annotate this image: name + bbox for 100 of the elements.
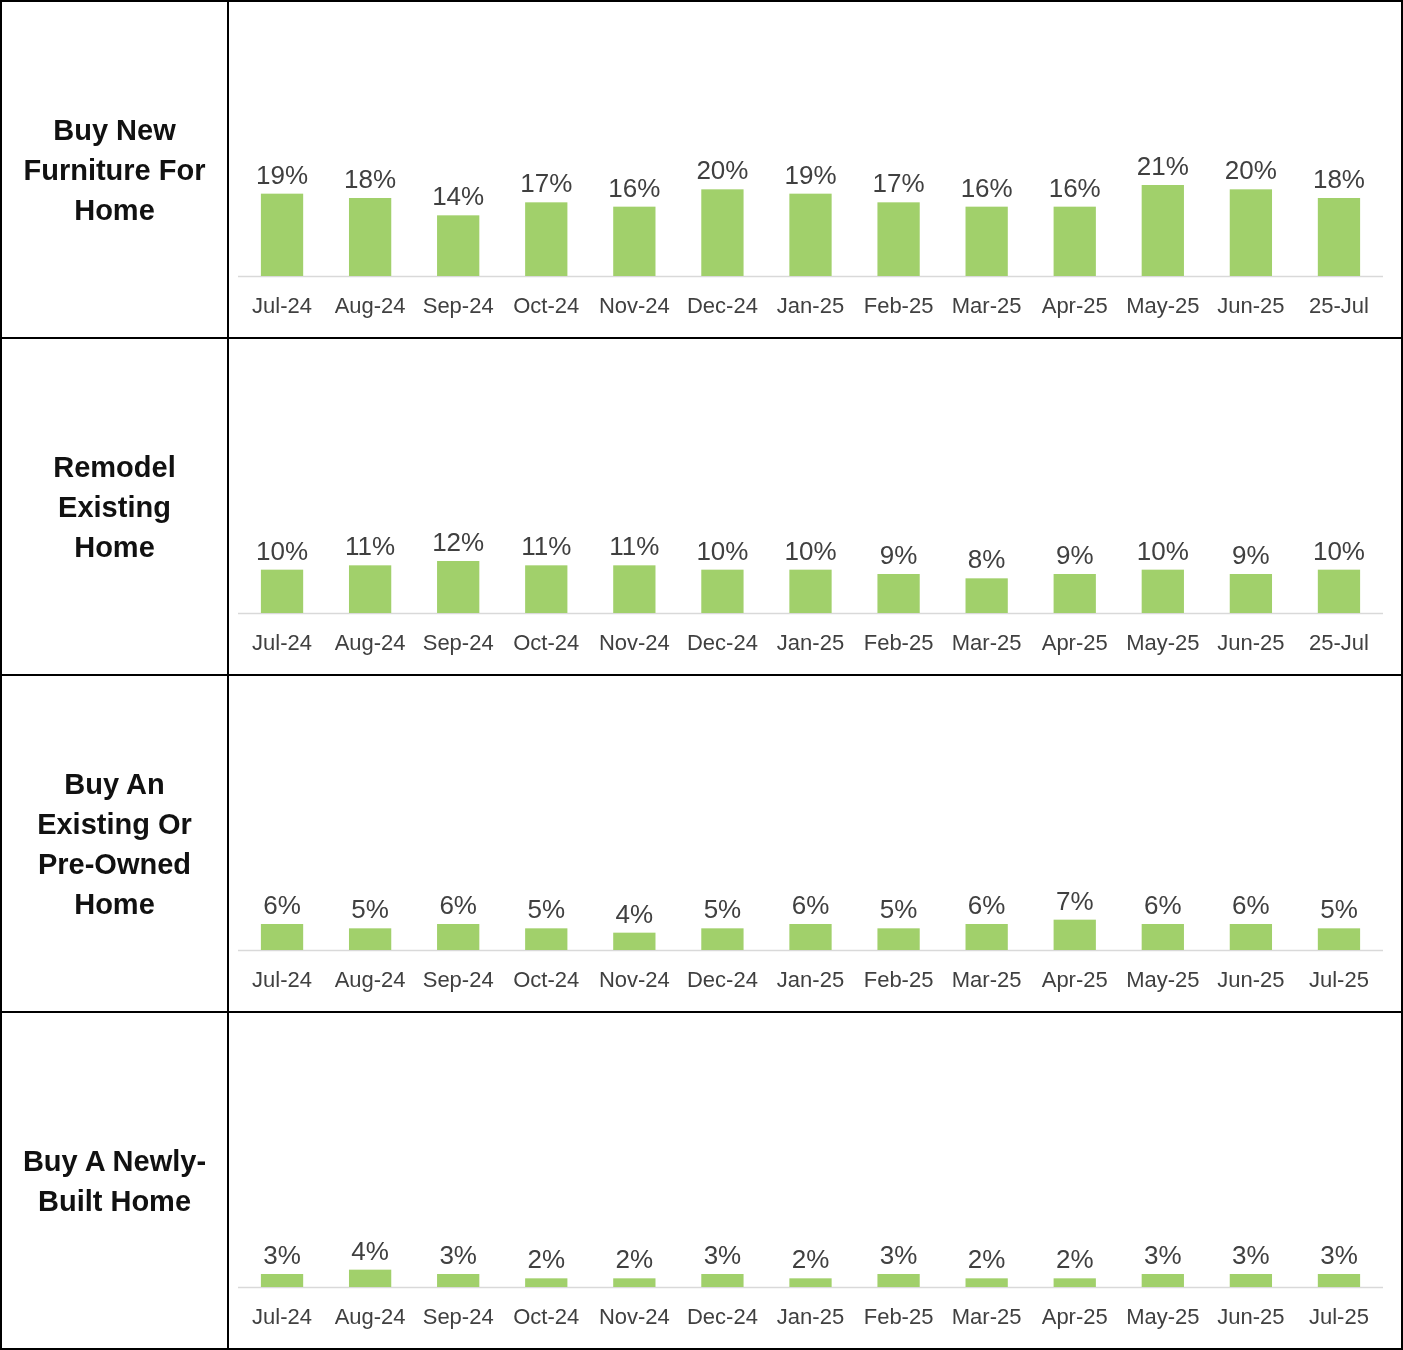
bar bbox=[437, 215, 480, 276]
bar bbox=[1053, 206, 1096, 276]
data-label: 21% bbox=[1136, 151, 1189, 181]
bar bbox=[613, 932, 656, 950]
data-label: 11% bbox=[345, 531, 396, 562]
x-tick-label: Jan-25 bbox=[776, 967, 845, 992]
data-label: 11% bbox=[521, 531, 572, 562]
data-label: 9% bbox=[879, 540, 918, 570]
x-tick-label: Feb-25 bbox=[863, 293, 934, 318]
bar bbox=[877, 202, 920, 276]
data-label: 2% bbox=[527, 1244, 566, 1275]
x-tick-label: Dec-24 bbox=[686, 293, 758, 318]
x-tick-label: Jun-25 bbox=[1217, 967, 1285, 992]
data-label: 7% bbox=[1055, 885, 1094, 916]
data-label: 3% bbox=[879, 1240, 918, 1270]
data-label: 12% bbox=[432, 527, 485, 557]
data-label: 16% bbox=[1048, 172, 1101, 203]
data-label: 3% bbox=[1144, 1240, 1182, 1270]
data-label: 4% bbox=[615, 898, 654, 929]
x-tick-label: Dec-24 bbox=[686, 630, 758, 655]
bar bbox=[1141, 924, 1184, 950]
x-tick-label: 25-Jul bbox=[1309, 630, 1369, 655]
x-tick-label: Sep-24 bbox=[422, 293, 494, 318]
x-tick-label: May-25 bbox=[1126, 293, 1200, 318]
bar bbox=[525, 565, 568, 613]
data-label: 2% bbox=[967, 1244, 1006, 1275]
x-tick-label: Jul-25 bbox=[1309, 967, 1369, 992]
x-tick-label: Mar-25 bbox=[951, 967, 1022, 992]
x-tick-label: Apr-25 bbox=[1041, 967, 1108, 992]
bar bbox=[1053, 919, 1096, 950]
x-tick-label: Apr-25 bbox=[1041, 630, 1108, 655]
data-label: 4% bbox=[351, 1235, 389, 1266]
x-tick-label: Dec-24 bbox=[686, 967, 758, 992]
x-tick-label: Sep-24 bbox=[422, 967, 494, 992]
data-label: 6% bbox=[1232, 890, 1270, 920]
bar bbox=[1053, 574, 1096, 613]
data-label: 3% bbox=[439, 1240, 477, 1270]
bar bbox=[1229, 924, 1273, 950]
data-label: 20% bbox=[1224, 155, 1277, 186]
data-label: 17% bbox=[520, 168, 573, 199]
x-tick-label: Aug-24 bbox=[334, 1304, 406, 1329]
bar bbox=[701, 928, 744, 950]
x-tick-label: Apr-25 bbox=[1041, 293, 1108, 318]
data-label: 20% bbox=[696, 155, 749, 186]
data-label: 19% bbox=[784, 159, 837, 190]
data-label: 6% bbox=[439, 890, 477, 920]
x-tick-label: Feb-25 bbox=[863, 630, 934, 655]
x-tick-label: Jan-25 bbox=[776, 293, 845, 318]
x-tick-label: Jul-24 bbox=[252, 293, 312, 318]
data-label: 2% bbox=[791, 1244, 830, 1275]
bar bbox=[1229, 574, 1273, 613]
data-label: 11% bbox=[609, 531, 660, 562]
bar bbox=[348, 198, 392, 276]
x-tick-label: Jan-25 bbox=[776, 1304, 845, 1329]
data-label: 10% bbox=[696, 535, 749, 566]
data-label: 3% bbox=[1320, 1240, 1358, 1270]
data-label: 5% bbox=[351, 894, 389, 925]
data-label: 9% bbox=[1232, 540, 1270, 570]
data-label: 16% bbox=[608, 172, 661, 203]
x-tick-label: Oct-24 bbox=[513, 1304, 580, 1329]
x-tick-label: Nov-24 bbox=[598, 1304, 670, 1329]
bar bbox=[348, 928, 392, 950]
x-tick-label: Apr-25 bbox=[1041, 1304, 1108, 1329]
x-tick-label: 25-Jul bbox=[1309, 293, 1369, 318]
data-label: 19% bbox=[256, 159, 309, 190]
data-label: 6% bbox=[967, 890, 1006, 920]
bar bbox=[437, 924, 480, 950]
data-label: 2% bbox=[1055, 1244, 1094, 1275]
data-label: 5% bbox=[703, 894, 742, 925]
bar bbox=[260, 193, 304, 276]
bar bbox=[613, 206, 656, 276]
bar bbox=[348, 565, 392, 613]
bar bbox=[613, 565, 656, 613]
x-tick-label: Nov-24 bbox=[598, 967, 670, 992]
bar bbox=[877, 928, 920, 950]
data-label: 10% bbox=[1136, 535, 1189, 566]
data-label: 14% bbox=[432, 181, 485, 212]
bar bbox=[789, 193, 832, 276]
x-tick-label: Mar-25 bbox=[951, 293, 1022, 318]
bar bbox=[260, 924, 304, 950]
x-tick-label: Mar-25 bbox=[951, 1304, 1022, 1329]
bar bbox=[437, 561, 480, 613]
x-tick-label: Feb-25 bbox=[863, 967, 934, 992]
bar bbox=[965, 578, 1008, 613]
x-tick-label: Jun-25 bbox=[1217, 1304, 1285, 1329]
bar bbox=[1141, 185, 1184, 276]
x-tick-label: Oct-24 bbox=[513, 630, 580, 655]
bar bbox=[965, 206, 1008, 276]
data-label: 5% bbox=[527, 894, 566, 925]
x-tick-label: Jun-25 bbox=[1217, 630, 1285, 655]
x-tick-label: Jul-25 bbox=[1309, 1304, 1369, 1329]
x-tick-label: Aug-24 bbox=[334, 293, 406, 318]
x-tick-label: Jul-24 bbox=[252, 967, 312, 992]
bar bbox=[701, 189, 744, 276]
data-label: 6% bbox=[263, 890, 301, 920]
x-tick-label: Sep-24 bbox=[422, 1304, 494, 1329]
x-tick-label: Mar-25 bbox=[951, 630, 1022, 655]
data-label: 8% bbox=[967, 544, 1006, 575]
x-tick-label: Jul-24 bbox=[252, 1304, 312, 1329]
bar bbox=[1317, 928, 1361, 950]
